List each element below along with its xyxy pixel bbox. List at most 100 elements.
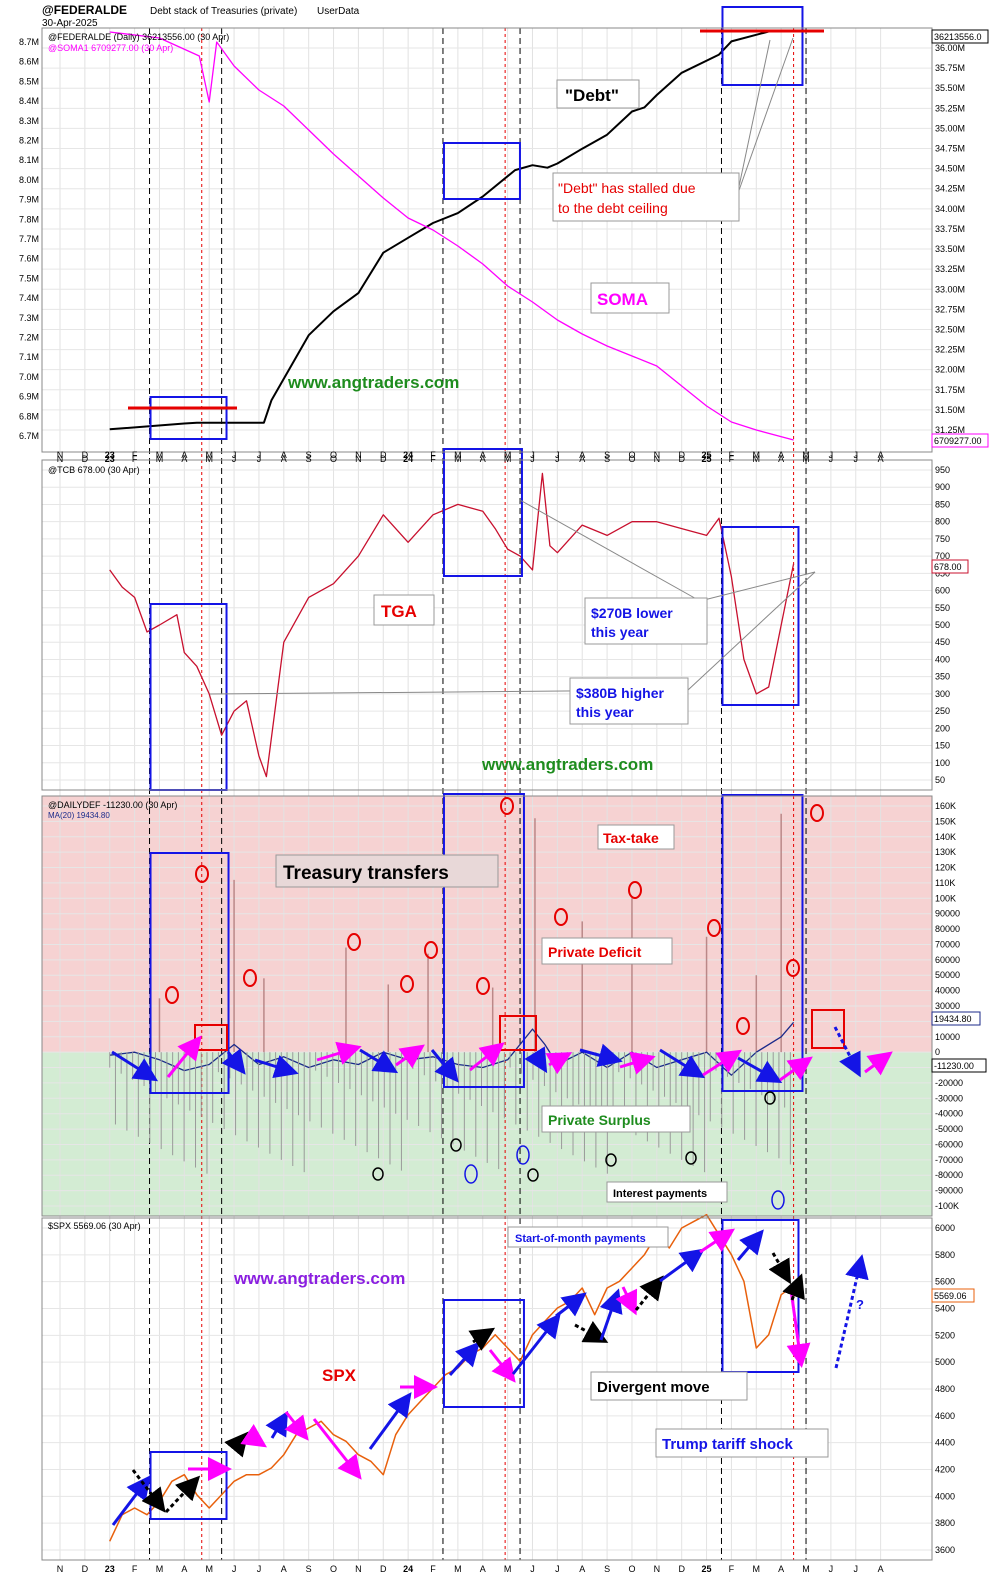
trend-arrow (864, 1051, 893, 1076)
trend-arrow (430, 1049, 459, 1083)
tcb-last-value: 678.00 (934, 562, 962, 572)
x-tick-label: M (205, 450, 213, 460)
p1-right-tick: 33.00M (935, 284, 965, 294)
trend-arrow (736, 1229, 764, 1261)
x-tick-label: 25 (702, 454, 712, 464)
highlight-box (442, 793, 525, 1088)
p3-right-tick: 100K (935, 893, 956, 903)
trend-arrow (768, 1252, 791, 1285)
divergent-box (590, 1371, 748, 1401)
p1-right-tick: 32.50M (935, 324, 965, 334)
p3-right-tick: 110K (935, 878, 955, 888)
dailydef-last-tag (931, 1058, 987, 1073)
x-tick-label: N (654, 450, 661, 460)
soma-label: SOMA (597, 290, 648, 309)
header-date: 30-Apr-2025 (42, 18, 98, 29)
callout-pointer (519, 499, 701, 602)
spike-marker (500, 797, 514, 815)
x-tick-label: A (480, 454, 486, 464)
private-surplus-label: Private Surplus (548, 1112, 651, 1128)
x-tick-label: J (829, 1564, 834, 1574)
p1-left-tick: 7.5M (19, 273, 39, 283)
trend-arrow (659, 1248, 705, 1283)
x-tick-label: J (854, 1564, 859, 1574)
trend-arrow (164, 1475, 201, 1514)
x-tick-label: F (729, 454, 735, 464)
p1-left-tick: 7.1M (19, 352, 39, 362)
axes-layer: NNNDDD232323FFFMMMAAAMMMJJJJJJAAASSSOOON… (19, 27, 965, 1574)
spike-marker (347, 933, 361, 951)
trend-arrow (737, 1056, 783, 1083)
x-tick-label: F (430, 454, 436, 464)
trend-arrow (359, 1048, 399, 1074)
question-mark: ? (856, 1297, 864, 1312)
x-tick-label: M (753, 454, 761, 464)
divergent-label: Divergent move (597, 1379, 710, 1396)
p1-left-tick: 7.4M (19, 293, 39, 303)
x-tick-label: J (854, 450, 859, 460)
p2-right-tick: 450 (935, 637, 950, 647)
soma-series-line (109, 31, 794, 441)
trend-arrow (833, 1026, 861, 1078)
tax-take-box (597, 824, 675, 850)
spike-marker (736, 1017, 750, 1035)
x-tick-label: J (530, 450, 535, 460)
p4-right-tick: 4200 (935, 1465, 955, 1475)
x-tick-label: D (82, 454, 89, 464)
x-tick-label: D (380, 1564, 387, 1574)
highlight-box (442, 1299, 525, 1408)
x-tick-label: F (132, 1564, 138, 1574)
p1-right-tick: 31.25M (935, 425, 965, 435)
trend-arrow (221, 1048, 246, 1075)
p1-left-tick: 7.8M (19, 214, 39, 224)
p1-right-tick: 34.50M (935, 164, 965, 174)
x-tick-label: O (330, 450, 337, 460)
p1-left-tick: 6.7M (19, 431, 39, 441)
highlight-box (442, 142, 521, 200)
p1-right-tick: 34.75M (935, 144, 965, 154)
private-deficit-box (541, 937, 673, 965)
p4-right-tick: 5600 (935, 1277, 955, 1287)
callout-pointer (687, 571, 816, 691)
p4-right-tick: 4000 (935, 1491, 955, 1501)
p3-right-tick: -100K (935, 1201, 959, 1211)
p1-right-tick: 35.00M (935, 123, 965, 133)
trend-arrow (579, 1043, 623, 1067)
x-tick-label: 23 (105, 450, 115, 460)
p2-right-tick: 400 (935, 654, 950, 664)
x-tick-label: J (232, 1564, 237, 1574)
x-tick-label: M (156, 450, 164, 460)
x-tick-label: F (729, 450, 735, 460)
p1-left-tick: 7.6M (19, 254, 39, 264)
trend-arrow (545, 1052, 573, 1075)
lower-label-box (584, 597, 708, 645)
legend-dailydef: @DAILYDEF -11230.00 (30 Apr) (48, 800, 177, 810)
x-tick-label: M (753, 1564, 761, 1574)
trend-arrow (511, 1313, 561, 1375)
x-tick-label: F (729, 1564, 735, 1574)
lower-label-line1: $270B lower (591, 605, 673, 621)
interest-marker (450, 1138, 462, 1152)
callout-pointer (699, 571, 816, 602)
p3-right-tick: 30000 (935, 1001, 960, 1011)
p1-right-tick: 36.00M (935, 43, 965, 53)
trend-arrow (574, 1320, 609, 1343)
p1-left-tick: 8.4M (19, 96, 39, 106)
p4-right-tick: 6000 (935, 1223, 955, 1233)
p4-right-tick: 3600 (935, 1545, 955, 1555)
x-tick-label: A (778, 454, 784, 464)
trend-arrow (254, 1055, 299, 1079)
p2-right-tick: 800 (935, 517, 950, 527)
x-tick-label: S (604, 1564, 610, 1574)
p3-right-tick: 70000 (935, 939, 960, 949)
debt-label-box (556, 79, 640, 109)
debt-label: "Debt" (565, 86, 619, 105)
tax-take-label: Tax-take (603, 830, 659, 846)
trend-arrow (240, 1424, 267, 1448)
x-tick-label: O (330, 454, 337, 464)
p1-right-tick: 34.25M (935, 184, 965, 194)
p3-right-tick: 130K (935, 847, 956, 857)
x-tick-label: J (257, 450, 262, 460)
header-subtitle: Debt stack of Treasuries (private) (150, 6, 297, 17)
p3-right-tick: -90000 (935, 1186, 963, 1196)
